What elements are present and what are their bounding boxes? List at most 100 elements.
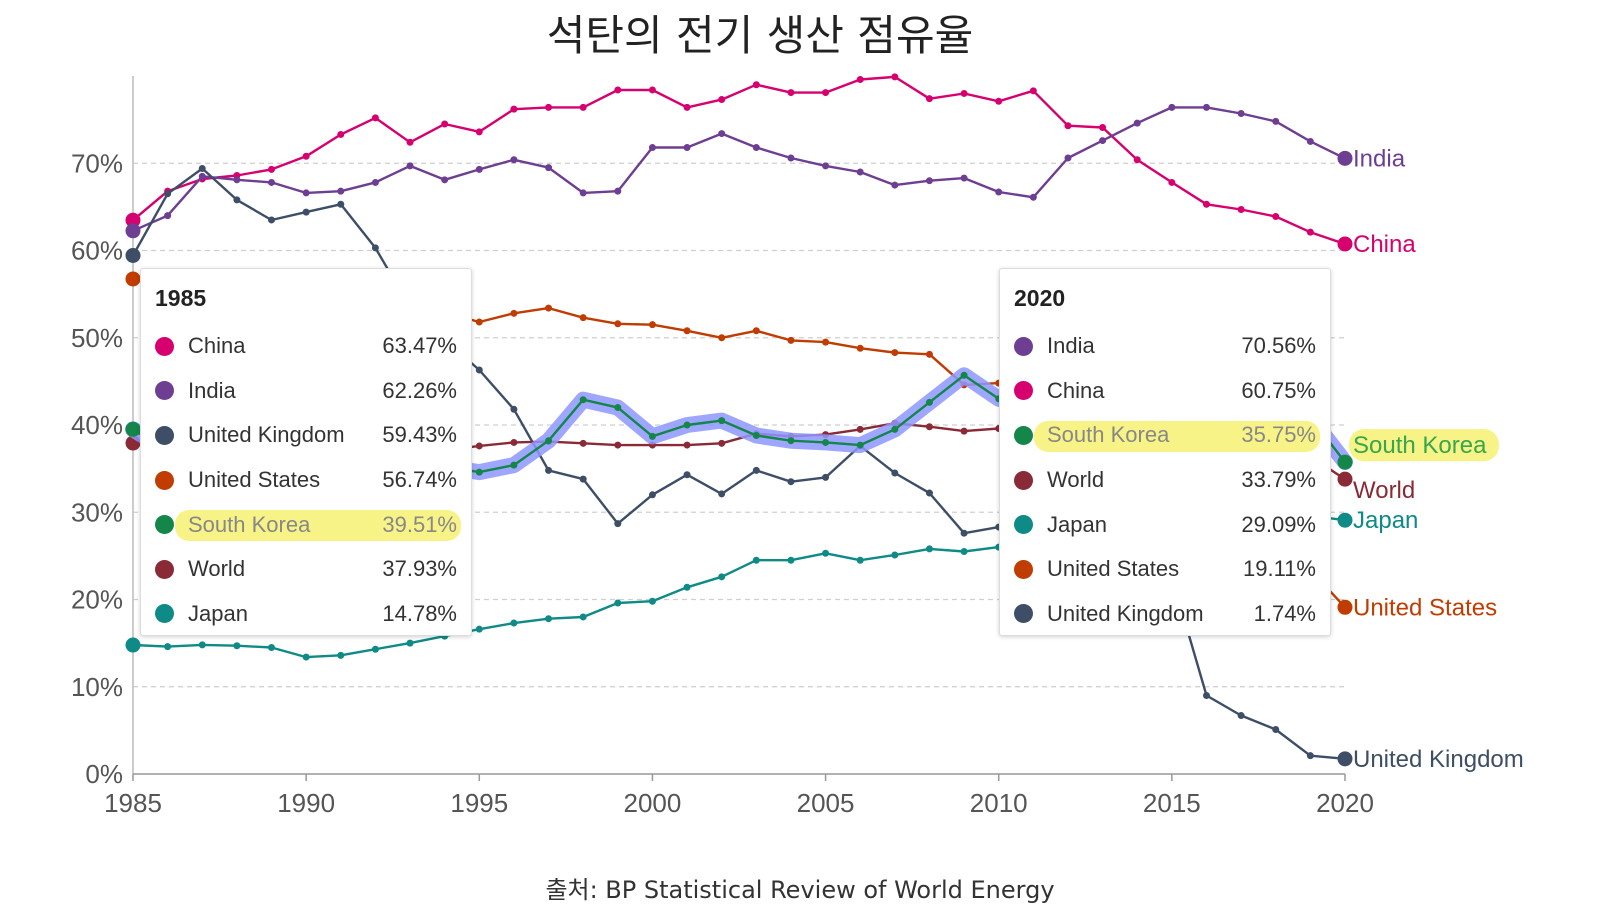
- data-point: [337, 130, 345, 138]
- data-point: [718, 490, 726, 498]
- series-value: 14.78%: [382, 600, 457, 626]
- y-tick-label: 50%: [71, 323, 123, 353]
- series-value: 62.26%: [382, 377, 457, 403]
- data-point: [337, 187, 345, 195]
- data-point: [787, 336, 795, 344]
- data-point: [822, 89, 830, 97]
- data-point: [406, 162, 414, 170]
- data-point: [475, 165, 483, 173]
- data-point: [475, 468, 483, 476]
- series-name: Japan: [1047, 511, 1107, 537]
- data-point: [337, 651, 345, 659]
- y-tick-label: 40%: [71, 410, 123, 440]
- data-point: [925, 398, 933, 406]
- data-point: [683, 471, 691, 479]
- tooltip-row-south-korea: South Korea 39.51%: [155, 502, 461, 547]
- series-name: World: [1047, 467, 1105, 493]
- data-point: [233, 196, 241, 204]
- data-point: [683, 421, 691, 429]
- data-point: [1029, 193, 1037, 201]
- legend-dot: [155, 425, 174, 445]
- data-point: [545, 437, 553, 445]
- data-point: [718, 573, 726, 581]
- legend-dot: [1014, 336, 1033, 356]
- tooltip-row-united-states: United States 56.74%: [155, 458, 457, 503]
- data-point: [475, 128, 483, 136]
- data-point: [579, 103, 587, 111]
- series-name: Japan: [188, 600, 248, 626]
- series-value: 59.43%: [382, 422, 457, 448]
- data-point: [891, 469, 899, 477]
- legend-dot: [1014, 515, 1033, 535]
- data-point: [822, 338, 830, 346]
- tooltip-row-world: World 33.79%: [1014, 458, 1316, 503]
- data-point: [164, 643, 172, 651]
- data-point: [268, 178, 276, 186]
- data-point: [787, 437, 795, 445]
- data-point: [510, 309, 518, 317]
- y-tick-label: 70%: [71, 148, 123, 178]
- data-point: [995, 188, 1003, 196]
- y-tick-label: 20%: [71, 585, 123, 615]
- legend-dot: [1014, 425, 1033, 445]
- series-name: United States: [188, 467, 321, 493]
- y-tick-label: 0%: [85, 759, 123, 789]
- data-point: [579, 189, 587, 197]
- data-point: [995, 97, 1003, 105]
- data-point: [579, 439, 587, 447]
- data-point: [1168, 178, 1176, 186]
- data-point: [1337, 599, 1353, 615]
- data-point: [718, 96, 726, 104]
- legend-dot: [155, 604, 174, 624]
- data-point: [164, 190, 172, 198]
- data-point: [614, 520, 622, 528]
- data-point: [856, 425, 864, 433]
- data-point: [1337, 471, 1353, 487]
- x-tick-label: 1995: [450, 788, 508, 818]
- legend-dot: [155, 515, 174, 535]
- series-india: [125, 103, 1353, 239]
- data-point: [960, 427, 968, 435]
- chart-title: 석탄의 전기 생산 점유율: [546, 11, 974, 60]
- data-point: [302, 189, 310, 197]
- data-point: [475, 442, 483, 450]
- data-point: [510, 105, 518, 113]
- data-point: [856, 344, 864, 352]
- data-point: [1029, 87, 1037, 95]
- tooltip-row-japan: Japan 14.78%: [155, 592, 457, 637]
- data-point: [822, 438, 830, 446]
- data-point: [1064, 154, 1072, 162]
- data-point: [1202, 691, 1210, 699]
- data-point: [718, 130, 726, 138]
- data-point: [1099, 123, 1107, 131]
- series-name: India: [188, 377, 236, 403]
- series-value: 19.11%: [1243, 556, 1316, 582]
- tooltip-1985: 1985 China 63.47% India 62.26% United King…: [140, 268, 472, 636]
- y-tick-label: 60%: [71, 236, 123, 266]
- data-point: [1202, 103, 1210, 111]
- series-name: China: [188, 333, 246, 359]
- data-point: [125, 271, 141, 287]
- data-point: [822, 473, 830, 481]
- data-point: [198, 172, 206, 180]
- data-point: [718, 439, 726, 447]
- data-point: [752, 466, 760, 474]
- end-label: China: [1353, 231, 1416, 258]
- legend-dot: [155, 470, 174, 490]
- series-line: [132, 75, 1346, 246]
- data-point: [579, 475, 587, 483]
- data-point: [510, 461, 518, 469]
- data-point: [475, 625, 483, 633]
- legend-dot: [155, 381, 174, 401]
- series-value: 60.75%: [1241, 377, 1316, 403]
- data-point: [510, 438, 518, 446]
- data-point: [683, 441, 691, 449]
- data-point: [233, 176, 241, 184]
- data-point: [648, 86, 656, 94]
- data-point: [752, 431, 760, 439]
- tooltip-row-united-kingdom: United Kingdom 1.74%: [1014, 592, 1316, 637]
- data-point: [125, 212, 141, 228]
- data-point: [891, 349, 899, 357]
- data-point: [579, 314, 587, 322]
- series-name: United Kingdom: [1047, 600, 1204, 626]
